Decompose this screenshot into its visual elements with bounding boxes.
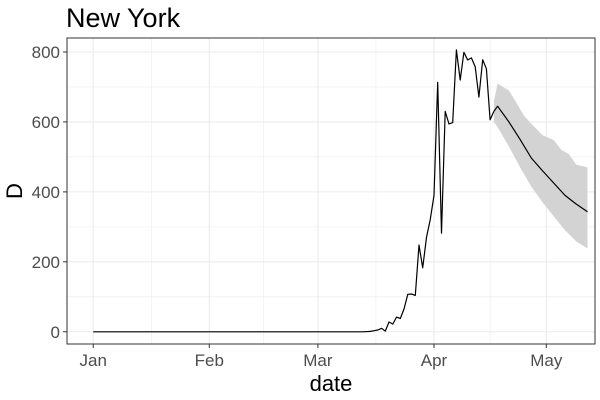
x-tick-label: Apr: [421, 351, 448, 370]
plot-background: [67, 38, 595, 344]
plot-border: [66, 37, 596, 345]
x-tick-label: Mar: [303, 351, 333, 370]
y-axis: 0 200 400 600 800: [32, 43, 67, 342]
x-tick-label: Jan: [80, 351, 107, 370]
x-axis-title: date: [310, 371, 353, 396]
line-layer: [93, 49, 588, 333]
y-tick-label: 600: [32, 113, 60, 132]
forecast-band-layer: [493, 83, 588, 249]
y-axis-title: D: [2, 183, 27, 199]
y-tick-label: 0: [51, 323, 60, 342]
y-tick-label: 800: [32, 43, 60, 62]
y-tick-label: 400: [32, 183, 60, 202]
grid-minor: [67, 38, 595, 344]
x-tick-label: Feb: [195, 351, 224, 370]
x-tick-label: May: [530, 351, 563, 370]
forecast-line: [493, 105, 588, 213]
y-tick-label: 200: [32, 253, 60, 272]
forecast-confidence-band: [493, 83, 588, 249]
x-axis: Jan Feb Mar Apr May: [80, 344, 563, 370]
chart-title: New York: [66, 3, 181, 33]
observed-line: [93, 49, 495, 333]
